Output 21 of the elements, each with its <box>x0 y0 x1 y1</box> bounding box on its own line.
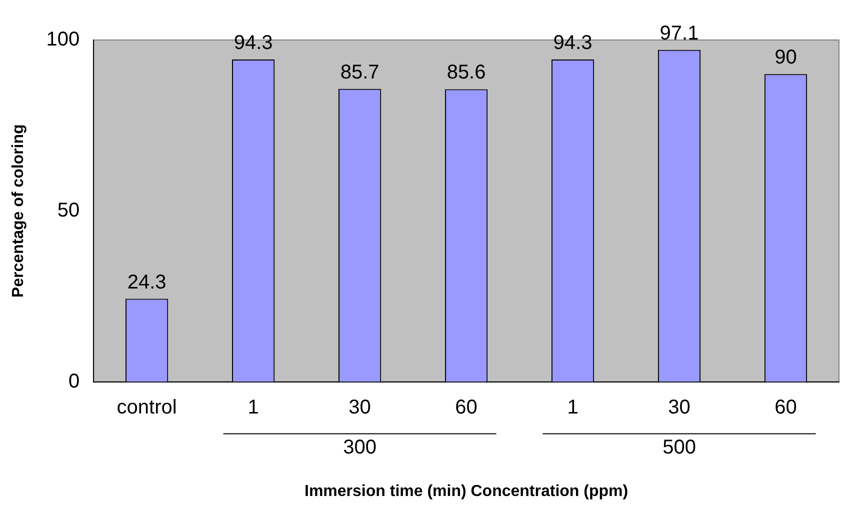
text: 500 <box>662 436 696 458</box>
data-label: 90 <box>774 46 797 69</box>
data-label: 97.1 <box>660 22 699 44</box>
x-tick-label: 60 <box>774 396 797 418</box>
y-tick-label: 100 <box>46 28 80 51</box>
data-label: 94.3 <box>234 32 273 54</box>
x-tick-label: 60 <box>455 396 478 418</box>
x-tick-label: 1 <box>567 396 578 418</box>
text: 300 <box>343 436 376 458</box>
y-tick-label: 0 <box>68 370 80 392</box>
x-axis-title: Immersion time (min) Concentration (ppm) <box>304 482 628 500</box>
y-axis-title: Percentage of coloring <box>10 124 28 298</box>
x-tick-label: control <box>116 396 177 418</box>
x-tick-label: 1 <box>248 396 259 418</box>
data-label: 24.3 <box>127 271 166 294</box>
data-label: 85.6 <box>446 62 486 84</box>
y-tick-label: 50 <box>57 199 80 222</box>
data-label: 85.7 <box>340 61 380 84</box>
x-tick-label: 30 <box>668 396 690 418</box>
x-tick-label: 30 <box>348 396 371 418</box>
data-label: 94.3 <box>553 32 592 54</box>
